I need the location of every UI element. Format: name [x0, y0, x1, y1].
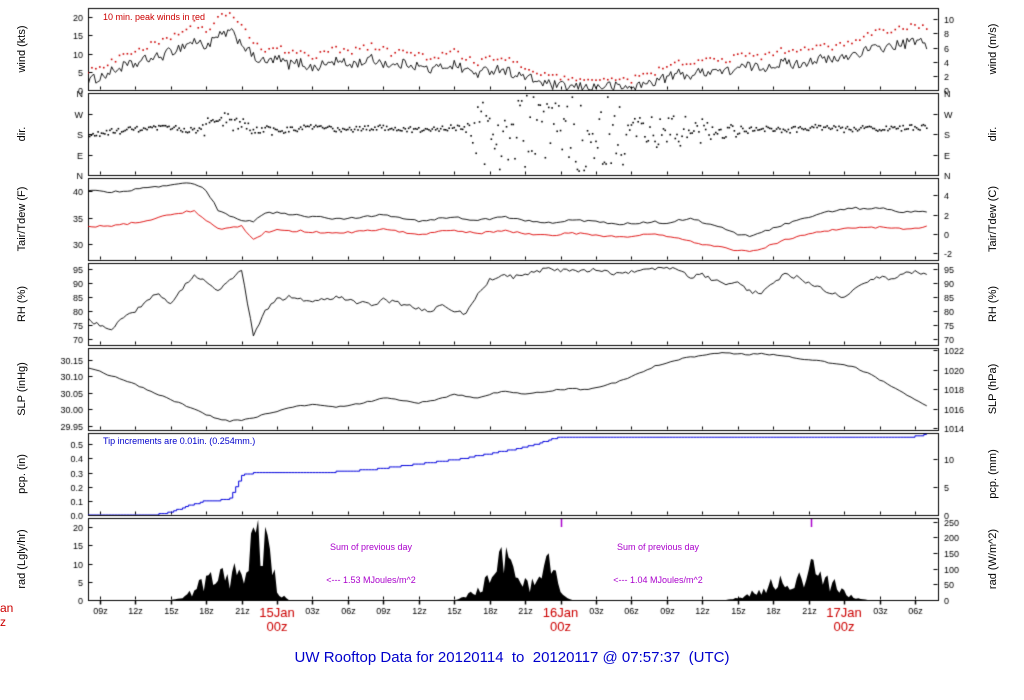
ylabel-rh-left: RH (%) — [16, 285, 28, 323]
ylabel-slp-left: SLP (inHg) — [16, 362, 28, 416]
meteogram-canvas — [0, 0, 1024, 645]
ylabel-wind-right: wind (m/s) — [987, 23, 999, 75]
tip-increments-note: Tip increments are 0.01in. (0.254mm.) — [103, 436, 256, 446]
ylabel-slp-right: SLP (hPa) — [987, 363, 999, 415]
ylabel-wind-left: wind (kts) — [16, 25, 28, 73]
clipped-day-label: an z — [0, 601, 16, 629]
ylabel-pcp-right: pcp. (mm) — [987, 449, 999, 499]
ylabel-rh-right: RH (%) — [987, 285, 999, 323]
ylabel-dir-left: dir. — [16, 126, 28, 142]
sum-previous-day-1: Sum of previous day <--- 1.53 MJoules/m^… — [326, 520, 416, 608]
ylabel-temp-left: Tair/Tdew (F) — [16, 186, 28, 252]
ylabel-dir-right: dir. — [987, 126, 999, 142]
ylabel-pcp-left: pcp. (in) — [16, 454, 28, 494]
annotation-line: <--- 1.04 MJoules/m^2 — [613, 575, 703, 585]
annotation-line: Sum of previous day — [329, 542, 413, 552]
ylabel-rad-right: rad (W/m^2) — [987, 528, 999, 590]
chart-title: UW Rooftop Data for 20120114 to 20120117… — [294, 649, 730, 666]
clipped-day-label-line: z — [0, 615, 6, 629]
clipped-day-label-line: an — [0, 601, 14, 615]
ylabel-temp-right: Tair/Tdew (C) — [987, 185, 999, 253]
annotation-line: <--- 1.53 MJoules/m^2 — [326, 575, 416, 585]
annotation-line: Sum of previous day — [616, 542, 700, 552]
ylabel-rad-left: rad (Lgly/hr) — [16, 529, 28, 589]
sum-previous-day-2: Sum of previous day <--- 1.04 MJoules/m^… — [613, 520, 703, 608]
peak-winds-note: 10 min. peak winds in red — [103, 12, 206, 22]
